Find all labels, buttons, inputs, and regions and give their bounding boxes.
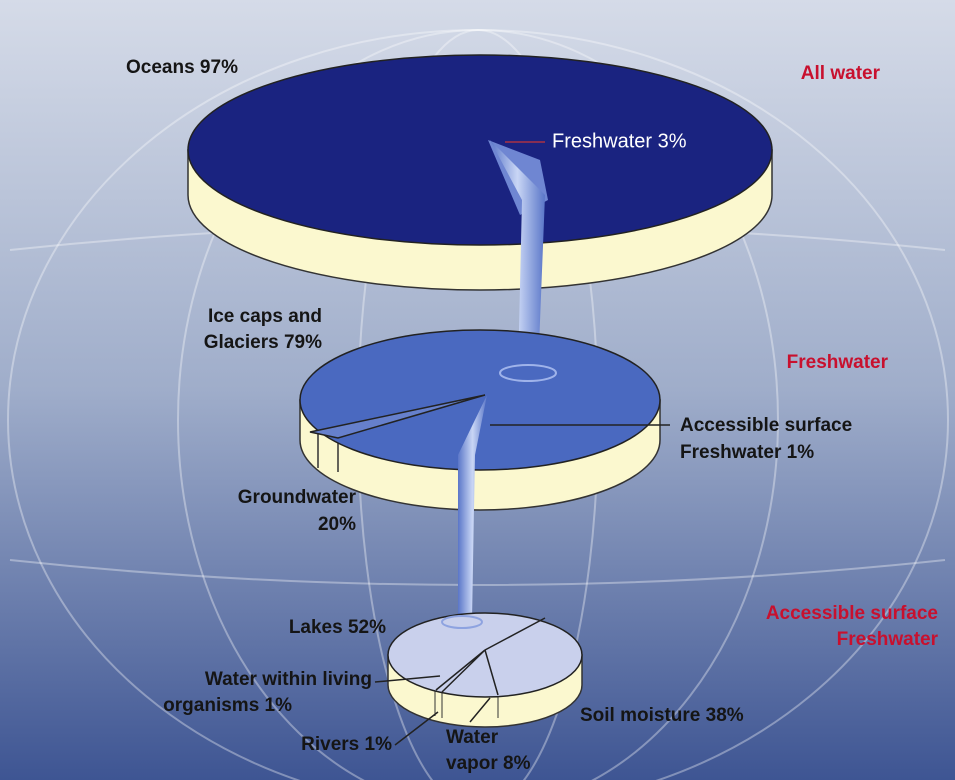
label: Groundwater <box>238 487 357 508</box>
label: Freshwater 1% <box>680 442 814 463</box>
heading: Freshwater <box>787 352 889 373</box>
accessible-stream <box>458 395 487 620</box>
all-water-disc <box>187 54 773 291</box>
heading: Accessible surface <box>766 603 938 624</box>
label: Water <box>446 727 499 748</box>
label: vapor 8% <box>446 753 531 774</box>
label: Soil moisture 38% <box>580 705 744 726</box>
accessible-disc <box>387 612 583 728</box>
freshwater-disc <box>299 329 661 511</box>
leader-lines <box>374 141 670 746</box>
heading: All water <box>801 63 881 84</box>
label: Ice caps and <box>208 306 322 327</box>
freshwater-stream <box>490 140 545 372</box>
label: Glaciers 79% <box>204 332 322 353</box>
label: Water within living <box>205 669 372 690</box>
label: Accessible surface <box>680 415 852 436</box>
heading: Freshwater <box>837 629 939 650</box>
label: 20% <box>318 514 356 535</box>
label: organisms 1% <box>163 695 292 716</box>
label: Lakes 52% <box>289 617 386 638</box>
label: Rivers 1% <box>301 734 392 755</box>
label: Oceans 97% <box>126 57 238 78</box>
label: Freshwater 3% <box>552 130 687 152</box>
